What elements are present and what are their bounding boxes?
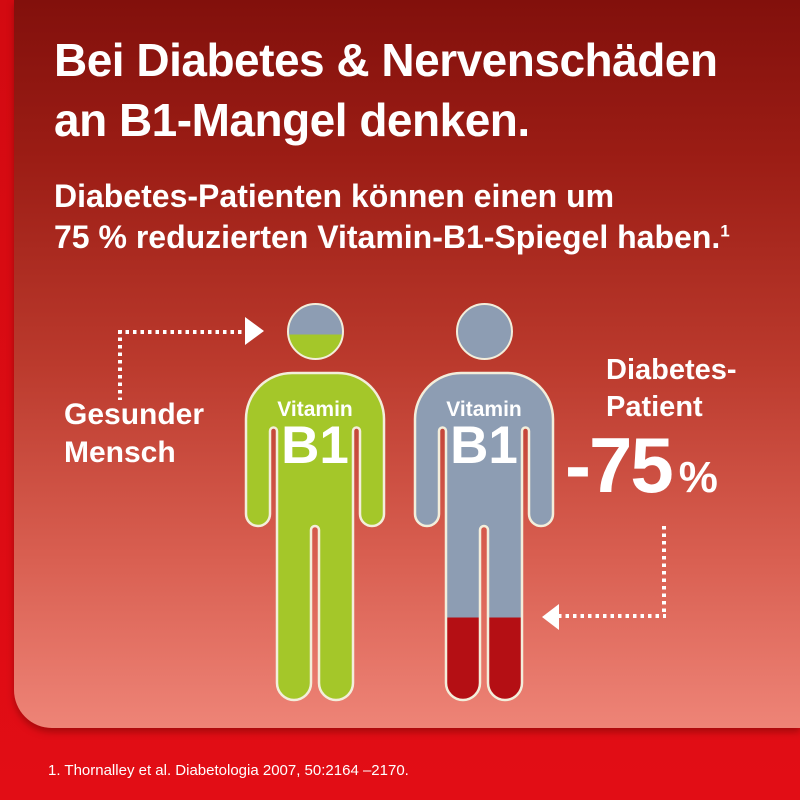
healthy-label-line-2: Mensch (64, 436, 176, 469)
patient-arrowhead-left-icon (542, 604, 559, 630)
healthy-figure-head (287, 303, 344, 360)
patient-figure-body (413, 371, 555, 702)
healthy-body-silhouette (244, 371, 386, 702)
title-line-2: an B1-Mangel denken. (54, 94, 530, 146)
title-line-1: Bei Diabetes & Nervenschäden (54, 34, 718, 86)
patient-arrow-vertical-segment (662, 526, 666, 616)
patient-chest-line-1: Vitamin (446, 398, 522, 421)
patient-chest-line-2: B1 (450, 416, 518, 475)
patient-body-silhouette (413, 371, 555, 702)
patient-label-line-1: Diabetes- (606, 354, 737, 386)
main-panel: Bei Diabetes & Nervenschäden an B1-Mange… (14, 0, 800, 728)
reduction-percent-sign: % (678, 453, 718, 502)
healthy-arrowhead-right-icon (245, 317, 264, 345)
healthy-chest-text: Vitamin B1 (246, 398, 384, 475)
patient-figure-head (456, 303, 513, 360)
subtitle-line-2: 75 % reduzierten Vitamin-B1-Spiegel habe… (54, 219, 721, 255)
healthy-chest-line-2: B1 (281, 416, 349, 475)
healthy-person-label: Gesunder Mensch (64, 396, 204, 472)
subtitle: Diabetes-Patienten können einen um 75 % … (54, 176, 754, 258)
footer-band: 1. Thornalley et al. Diabetologia 2007, … (0, 728, 800, 800)
citation-reference: 1. Thornalley et al. Diabetologia 2007, … (48, 762, 409, 779)
page-title: Bei Diabetes & Nervenschäden an B1-Mange… (54, 30, 774, 150)
healthy-chest-line-1: Vitamin (277, 398, 353, 421)
footnote-marker: 1 (720, 221, 730, 241)
healthy-arrow-vertical-segment (118, 330, 122, 400)
healthy-figure-body (244, 371, 386, 702)
healthy-arrow-horizontal-segment (118, 330, 246, 334)
patient-chest-text: Vitamin B1 (415, 398, 553, 475)
patient-arrow-horizontal-segment (558, 614, 666, 618)
subtitle-line-1: Diabetes-Patienten können einen um (54, 178, 615, 214)
reduction-value: -75% (565, 420, 718, 511)
patient-label: Diabetes- Patient (606, 352, 737, 426)
reduction-number: -75 (565, 421, 674, 509)
patient-label-line-2: Patient (606, 391, 703, 423)
healthy-label-line-1: Gesunder (64, 398, 205, 431)
